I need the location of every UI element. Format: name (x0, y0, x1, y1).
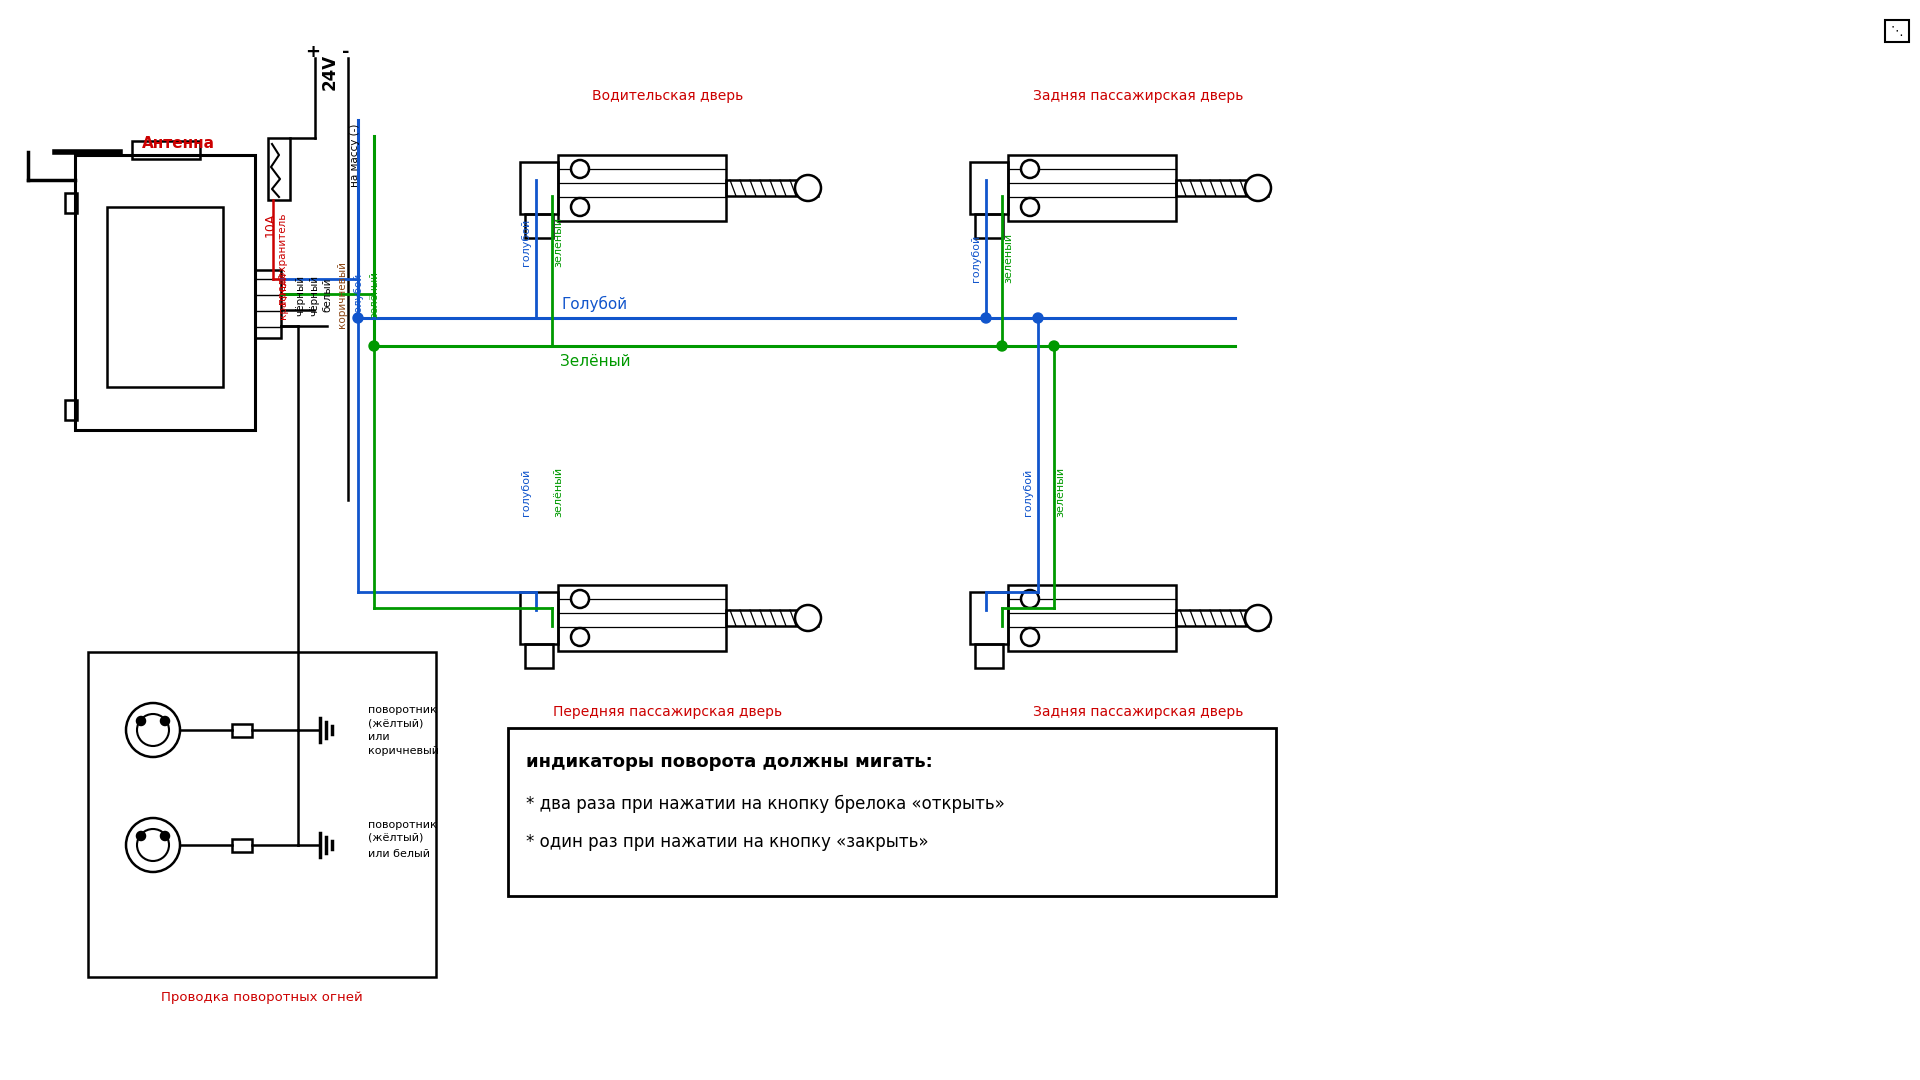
Text: голубой: голубой (520, 469, 532, 515)
Text: * один раз при нажатии на кнопку «закрыть»: * один раз при нажатии на кнопку «закрыт… (526, 833, 929, 851)
Bar (726, 180, 818, 195)
Text: зелёный: зелёный (553, 467, 563, 517)
Text: Проводка поворотных огней: Проводка поворотных огней (161, 990, 363, 1003)
Bar (232, 724, 252, 737)
Text: -: - (342, 43, 349, 60)
Text: ⋱: ⋱ (1891, 25, 1903, 38)
Text: Задняя пассажирская дверь: Задняя пассажирская дверь (1033, 89, 1242, 103)
Text: предохранитель: предохранитель (276, 213, 286, 303)
Bar (520, 162, 559, 214)
Circle shape (570, 590, 589, 608)
Text: Голубой: Голубой (563, 296, 628, 312)
Circle shape (136, 717, 146, 725)
Circle shape (795, 605, 822, 631)
Bar (559, 156, 726, 221)
Bar (975, 214, 1002, 238)
Text: голубой: голубой (1023, 469, 1033, 515)
Text: Водительская дверь: Водительская дверь (593, 89, 743, 103)
Circle shape (1021, 627, 1039, 646)
Circle shape (353, 313, 363, 323)
Text: поворотник: поворотник (369, 705, 436, 715)
Text: поворотник: поворотник (369, 820, 436, 831)
Bar (509, 728, 1277, 896)
Text: красный: красный (278, 271, 288, 319)
Bar (65, 193, 77, 213)
Bar (520, 592, 559, 644)
Circle shape (127, 703, 180, 757)
Bar (524, 644, 553, 669)
Text: коричневый: коричневый (369, 746, 440, 756)
Circle shape (1244, 605, 1271, 631)
Circle shape (570, 160, 589, 178)
Text: белый: белый (323, 278, 332, 312)
Text: или белый: или белый (369, 849, 430, 859)
Bar (75, 156, 255, 430)
Circle shape (981, 313, 991, 323)
Circle shape (369, 341, 378, 351)
Circle shape (136, 829, 169, 861)
Text: +: + (305, 43, 321, 60)
Text: (жёлтый): (жёлтый) (369, 718, 424, 728)
Text: коричневый: коричневый (338, 261, 348, 328)
Circle shape (795, 175, 822, 201)
Text: 24V: 24V (321, 54, 340, 90)
Bar (726, 610, 818, 626)
Circle shape (570, 627, 589, 646)
Bar (232, 839, 252, 852)
Bar (1885, 21, 1908, 42)
Text: зелёный: зелёный (1054, 467, 1066, 517)
Text: индикаторы поворота должны мигать:: индикаторы поворота должны мигать: (526, 753, 933, 771)
Circle shape (1048, 341, 1060, 351)
Bar (132, 141, 200, 159)
Text: зелёный: зелёный (1002, 233, 1014, 283)
Circle shape (136, 832, 146, 840)
Circle shape (1244, 175, 1271, 201)
Text: голубой: голубой (520, 218, 532, 266)
Circle shape (1021, 160, 1039, 178)
Bar (975, 644, 1002, 669)
Text: Зелёный: Зелёный (561, 354, 630, 369)
Text: (жёлтый): (жёлтый) (369, 833, 424, 843)
Bar (255, 270, 280, 338)
Bar (1175, 180, 1267, 195)
Circle shape (1021, 198, 1039, 216)
Circle shape (996, 341, 1006, 351)
Text: Передняя пассажирская дверь: Передняя пассажирская дверь (553, 705, 783, 719)
Circle shape (1021, 590, 1039, 608)
Circle shape (570, 198, 589, 216)
Text: зелёный: зелёный (369, 271, 378, 319)
Bar (970, 162, 1008, 214)
Text: голубой: голубой (353, 273, 363, 318)
Bar (108, 207, 223, 387)
Text: чёрный: чёрный (309, 274, 319, 315)
Text: * два раза при нажатии на кнопку брелока «открыть»: * два раза при нажатии на кнопку брелока… (526, 795, 1004, 813)
Text: чёрный: чёрный (296, 274, 305, 315)
Text: на массу (-): на массу (-) (349, 123, 361, 187)
Bar (88, 652, 436, 977)
Text: или: или (369, 732, 390, 742)
Bar (1008, 156, 1175, 221)
Text: 10A: 10A (263, 213, 276, 238)
Circle shape (161, 832, 169, 840)
Bar (559, 585, 726, 651)
Bar (1008, 585, 1175, 651)
Bar (1175, 610, 1267, 626)
Circle shape (1033, 313, 1043, 323)
Text: зелёный: зелёный (553, 217, 563, 267)
Bar (970, 592, 1008, 644)
Circle shape (136, 714, 169, 746)
Bar (269, 138, 290, 200)
Text: Задняя пассажирская дверь: Задняя пассажирская дверь (1033, 705, 1242, 719)
Circle shape (161, 717, 169, 725)
Text: голубой: голубой (972, 234, 981, 282)
Bar (524, 214, 553, 238)
Circle shape (127, 818, 180, 872)
Bar (65, 400, 77, 420)
Text: Антенна: Антенна (142, 135, 215, 150)
